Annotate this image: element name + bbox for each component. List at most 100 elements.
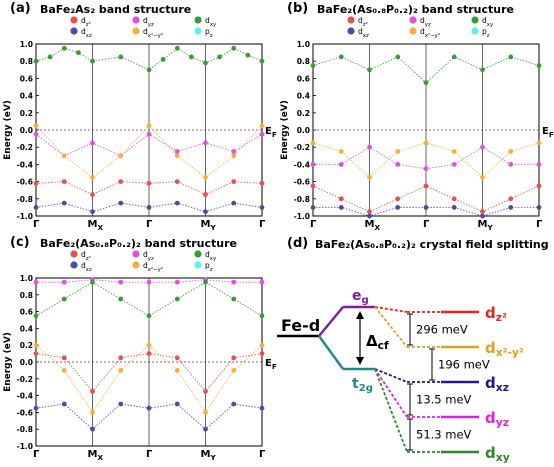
band-point <box>423 166 429 172</box>
band-point <box>217 54 223 60</box>
y-tick-label: -0.6 <box>294 178 310 187</box>
band-point <box>118 368 124 373</box>
y-tick-label: 0.8 <box>20 57 33 66</box>
band-point <box>338 149 344 154</box>
band-point <box>118 401 124 407</box>
legend-marker <box>347 27 355 35</box>
band-point <box>174 179 180 185</box>
band-point <box>395 149 401 154</box>
y-tick-label: -0.2 <box>17 143 33 152</box>
y-tick-label: 0.2 <box>297 109 310 118</box>
legend-marker <box>409 27 417 35</box>
y-tick-label: -0.6 <box>17 408 33 417</box>
band-point <box>480 67 485 73</box>
orbital-label: dxy <box>485 444 510 464</box>
orbital-connector <box>374 306 408 348</box>
band-point <box>259 205 265 210</box>
band-point <box>423 80 429 86</box>
band-point <box>203 209 208 215</box>
band-point <box>508 162 514 167</box>
band-point <box>480 174 485 180</box>
y-tick-label: 0.6 <box>297 74 310 83</box>
band-point <box>203 410 208 415</box>
band-point <box>259 279 265 285</box>
band-point <box>231 279 237 285</box>
band-point <box>174 45 180 51</box>
band-point <box>536 63 542 68</box>
band-point <box>480 213 485 219</box>
fermi-level-label: EF <box>542 126 554 139</box>
splitting-value: 51.3 meV <box>416 428 472 442</box>
band-series-group <box>33 277 265 432</box>
band-point <box>33 205 39 210</box>
legend-label: dyz <box>420 16 431 28</box>
kpoint-label: Γ <box>33 219 40 230</box>
band-point <box>395 54 401 60</box>
y-tick-label: -1.0 <box>294 212 310 221</box>
band-point <box>90 192 95 197</box>
band-point <box>508 149 514 154</box>
legend-marker <box>347 16 355 24</box>
legend-label: dxy <box>205 250 217 262</box>
band-point <box>203 426 208 432</box>
band-point <box>231 401 237 407</box>
legend-marker <box>70 16 78 24</box>
y-tick-label: 0.2 <box>20 109 33 118</box>
band-point <box>536 162 542 167</box>
band-point <box>536 183 542 189</box>
band-point <box>231 179 237 185</box>
band-point <box>33 58 39 64</box>
band-point <box>61 401 67 407</box>
band-point <box>259 313 265 319</box>
band-series-group <box>310 54 542 219</box>
legend-marker <box>70 261 78 269</box>
band-point <box>174 401 180 407</box>
band-line <box>35 47 263 71</box>
band-point <box>61 296 67 302</box>
band-point <box>395 196 401 202</box>
kpoint-label: Γ <box>33 449 40 460</box>
band-point <box>118 179 124 185</box>
band-point <box>174 149 180 154</box>
legend-marker <box>132 16 140 24</box>
band-line <box>35 344 263 414</box>
band-point <box>203 174 208 180</box>
band-point <box>423 205 429 210</box>
panel-b-tag: (b) <box>287 1 309 16</box>
band-point <box>174 153 180 159</box>
y-tick-label: 0.4 <box>20 324 33 333</box>
y-axis-label: Energy (eV) <box>3 100 13 160</box>
band-point <box>33 131 39 137</box>
band-point <box>245 52 251 58</box>
kpoint-label: Γ <box>259 219 266 230</box>
y-tick-label: 0.6 <box>20 308 33 317</box>
band-point <box>231 355 237 361</box>
legend-label: dxz <box>81 261 92 273</box>
band-point <box>451 149 457 154</box>
fe-d-label: Fe-d <box>281 316 320 335</box>
legend-label: dx²−y² <box>143 261 163 273</box>
band-point <box>33 313 39 319</box>
band-point <box>203 140 208 146</box>
band-point <box>480 144 485 150</box>
band-point <box>188 54 194 60</box>
band-point <box>367 144 372 150</box>
band-point <box>118 200 124 206</box>
band-point <box>231 200 237 206</box>
band-point <box>118 153 124 159</box>
y-tick-label: -1.0 <box>17 442 33 451</box>
band-chart-b: dz² dyz dxy dxz dx²−y² pz 1.0 0.8 0.6 0.4 0.2 0.0 -0… <box>280 16 554 232</box>
y-axis-label: Energy (eV) <box>280 100 290 160</box>
legend-marker <box>132 250 140 258</box>
legend-marker <box>194 27 202 35</box>
y-tick-label: 0.8 <box>20 291 33 300</box>
band-point <box>367 213 372 219</box>
panel-d: (d) BaFe₂(As₀.₈P₀.₂)₂ crystal field spli… <box>277 234 554 467</box>
band-point <box>47 54 53 60</box>
kpoint-label: MY <box>201 449 217 462</box>
y-tick-label: 0.0 <box>20 358 33 367</box>
band-point <box>146 351 152 356</box>
band-point <box>33 180 39 186</box>
y-tick-label: -0.2 <box>17 375 33 384</box>
band-line <box>35 181 263 196</box>
